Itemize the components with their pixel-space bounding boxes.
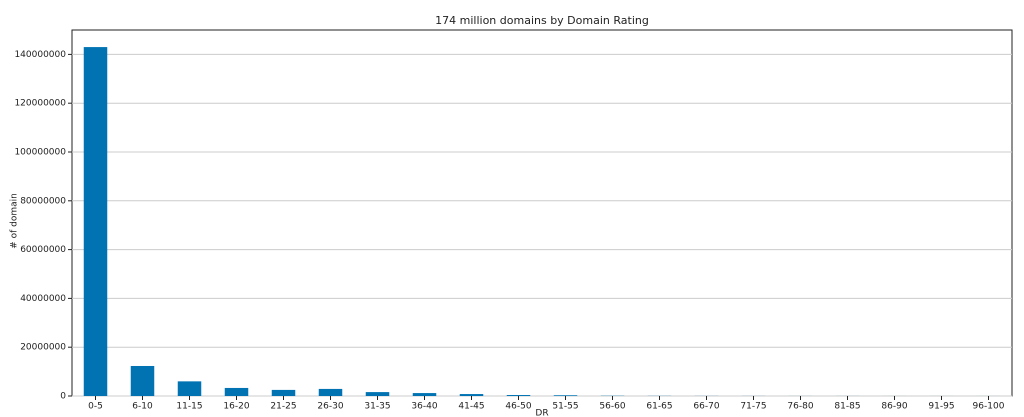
bar	[365, 392, 390, 396]
plot-frame	[71, 29, 1013, 397]
bar	[130, 365, 155, 396]
chart-title: 174 million domains by Domain Rating	[435, 14, 649, 27]
x-tick-label: 16-20	[223, 402, 249, 412]
x-tick-label: 61-65	[646, 402, 672, 412]
bar	[459, 394, 484, 396]
bar	[83, 47, 108, 397]
y-tick-label: 40000000	[20, 294, 66, 304]
x-tick-label: 46-50	[505, 402, 531, 412]
x-axis-label: DR	[535, 409, 548, 417]
y-tick-label: 140000000	[14, 50, 66, 60]
x-tick-label: 56-60	[599, 402, 625, 412]
x-tick-label: 51-55	[552, 402, 578, 412]
x-tick-label: 36-40	[411, 402, 437, 412]
bar	[318, 388, 343, 396]
x-tick-label: 96-100	[973, 402, 1005, 412]
bar	[553, 395, 578, 396]
x-tick-label: 41-45	[458, 402, 484, 412]
x-tick-label: 86-90	[881, 402, 907, 412]
y-tick-label: 0	[60, 392, 66, 402]
y-tick-label: 60000000	[20, 245, 66, 255]
x-tick-label: 0-5	[88, 402, 103, 412]
y-tick-label: 20000000	[20, 343, 66, 353]
x-tick-label: 11-15	[176, 402, 202, 412]
y-tick-label: 120000000	[14, 99, 66, 109]
bar	[412, 393, 437, 396]
x-tick-label: 71-75	[740, 402, 766, 412]
x-tick-label: 26-30	[317, 402, 343, 412]
x-tick-label: 81-85	[834, 402, 860, 412]
x-tick-label: 66-70	[693, 402, 719, 412]
x-tick-label: 76-80	[787, 402, 813, 412]
bar	[177, 381, 202, 396]
bar	[224, 387, 249, 396]
y-tick-label: 100000000	[14, 148, 66, 158]
x-tick-label: 6-10	[132, 402, 153, 412]
y-axis-label: # of domain	[10, 193, 20, 249]
bar	[506, 395, 531, 396]
bar	[271, 389, 296, 396]
x-tick-label: 31-35	[364, 402, 390, 412]
y-tick-label: 80000000	[20, 196, 66, 206]
x-tick-label: 21-25	[270, 402, 296, 412]
x-tick-label: 91-95	[928, 402, 954, 412]
